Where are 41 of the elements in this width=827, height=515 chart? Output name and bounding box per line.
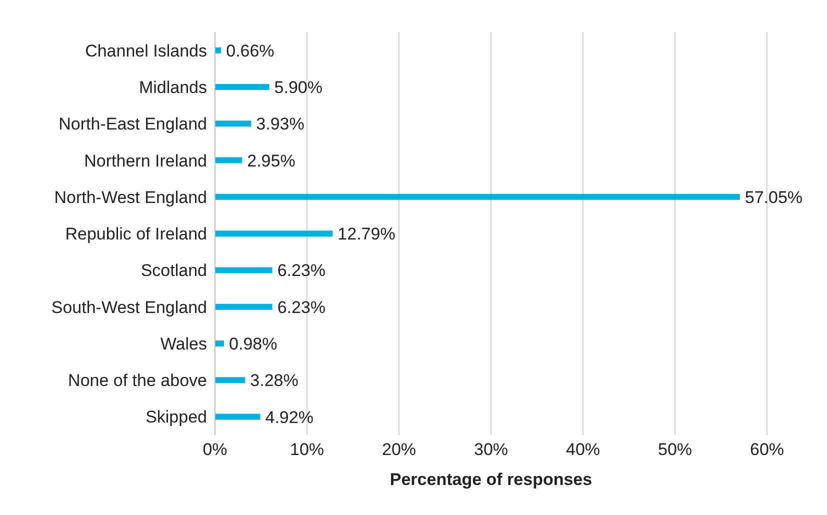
bar (215, 267, 272, 274)
bar (215, 194, 740, 200)
data-label: 0.66% (226, 41, 274, 60)
x-tick-label: 20% (382, 440, 416, 460)
data-label: 57.05% (744, 188, 803, 207)
y-tick-label: Skipped (146, 408, 207, 427)
y-tick-label: North-West England (54, 188, 207, 207)
y-tick-label: South-West England (51, 298, 207, 317)
x-tick-label: 30% (474, 440, 508, 460)
data-label: 3.93% (256, 114, 304, 134)
x-tick-label: 0% (202, 440, 228, 460)
x-tick-label: 50% (658, 440, 692, 460)
x-tick-label: 10% (290, 440, 324, 460)
bar (215, 120, 252, 127)
data-label: 5.90% (274, 78, 322, 98)
data-label: 3.28% (250, 371, 298, 390)
bar (215, 340, 224, 346)
bar (215, 230, 333, 237)
y-tick-label: Midlands (138, 78, 207, 97)
x-axis-title: Percentage of responses (388, 470, 594, 490)
x-tick-label: 60% (750, 440, 784, 460)
y-tick-label: Channel Islands (85, 41, 207, 60)
data-label: 0.98% (229, 334, 278, 354)
data-label: 2.95% (247, 151, 296, 170)
data-label: 6.23% (277, 298, 326, 317)
x-tick-label: 40% (566, 440, 600, 460)
bar (215, 84, 270, 90)
y-tick-label: None of the above (68, 371, 207, 390)
bar (215, 414, 260, 420)
y-tick-label: Wales (160, 334, 207, 354)
y-tick-label: North-East England (58, 114, 207, 134)
data-label: 4.92% (265, 408, 314, 427)
bar (215, 47, 222, 54)
data-label: 12.79% (338, 224, 396, 244)
bar (215, 157, 242, 164)
data-label: 6.23% (277, 261, 326, 280)
y-tick-label: Republic of Ireland (65, 224, 207, 244)
y-tick-label: Scotland (140, 261, 207, 280)
bar (215, 304, 272, 310)
bar (215, 377, 246, 384)
y-tick-label: Northern Ireland (84, 151, 207, 170)
